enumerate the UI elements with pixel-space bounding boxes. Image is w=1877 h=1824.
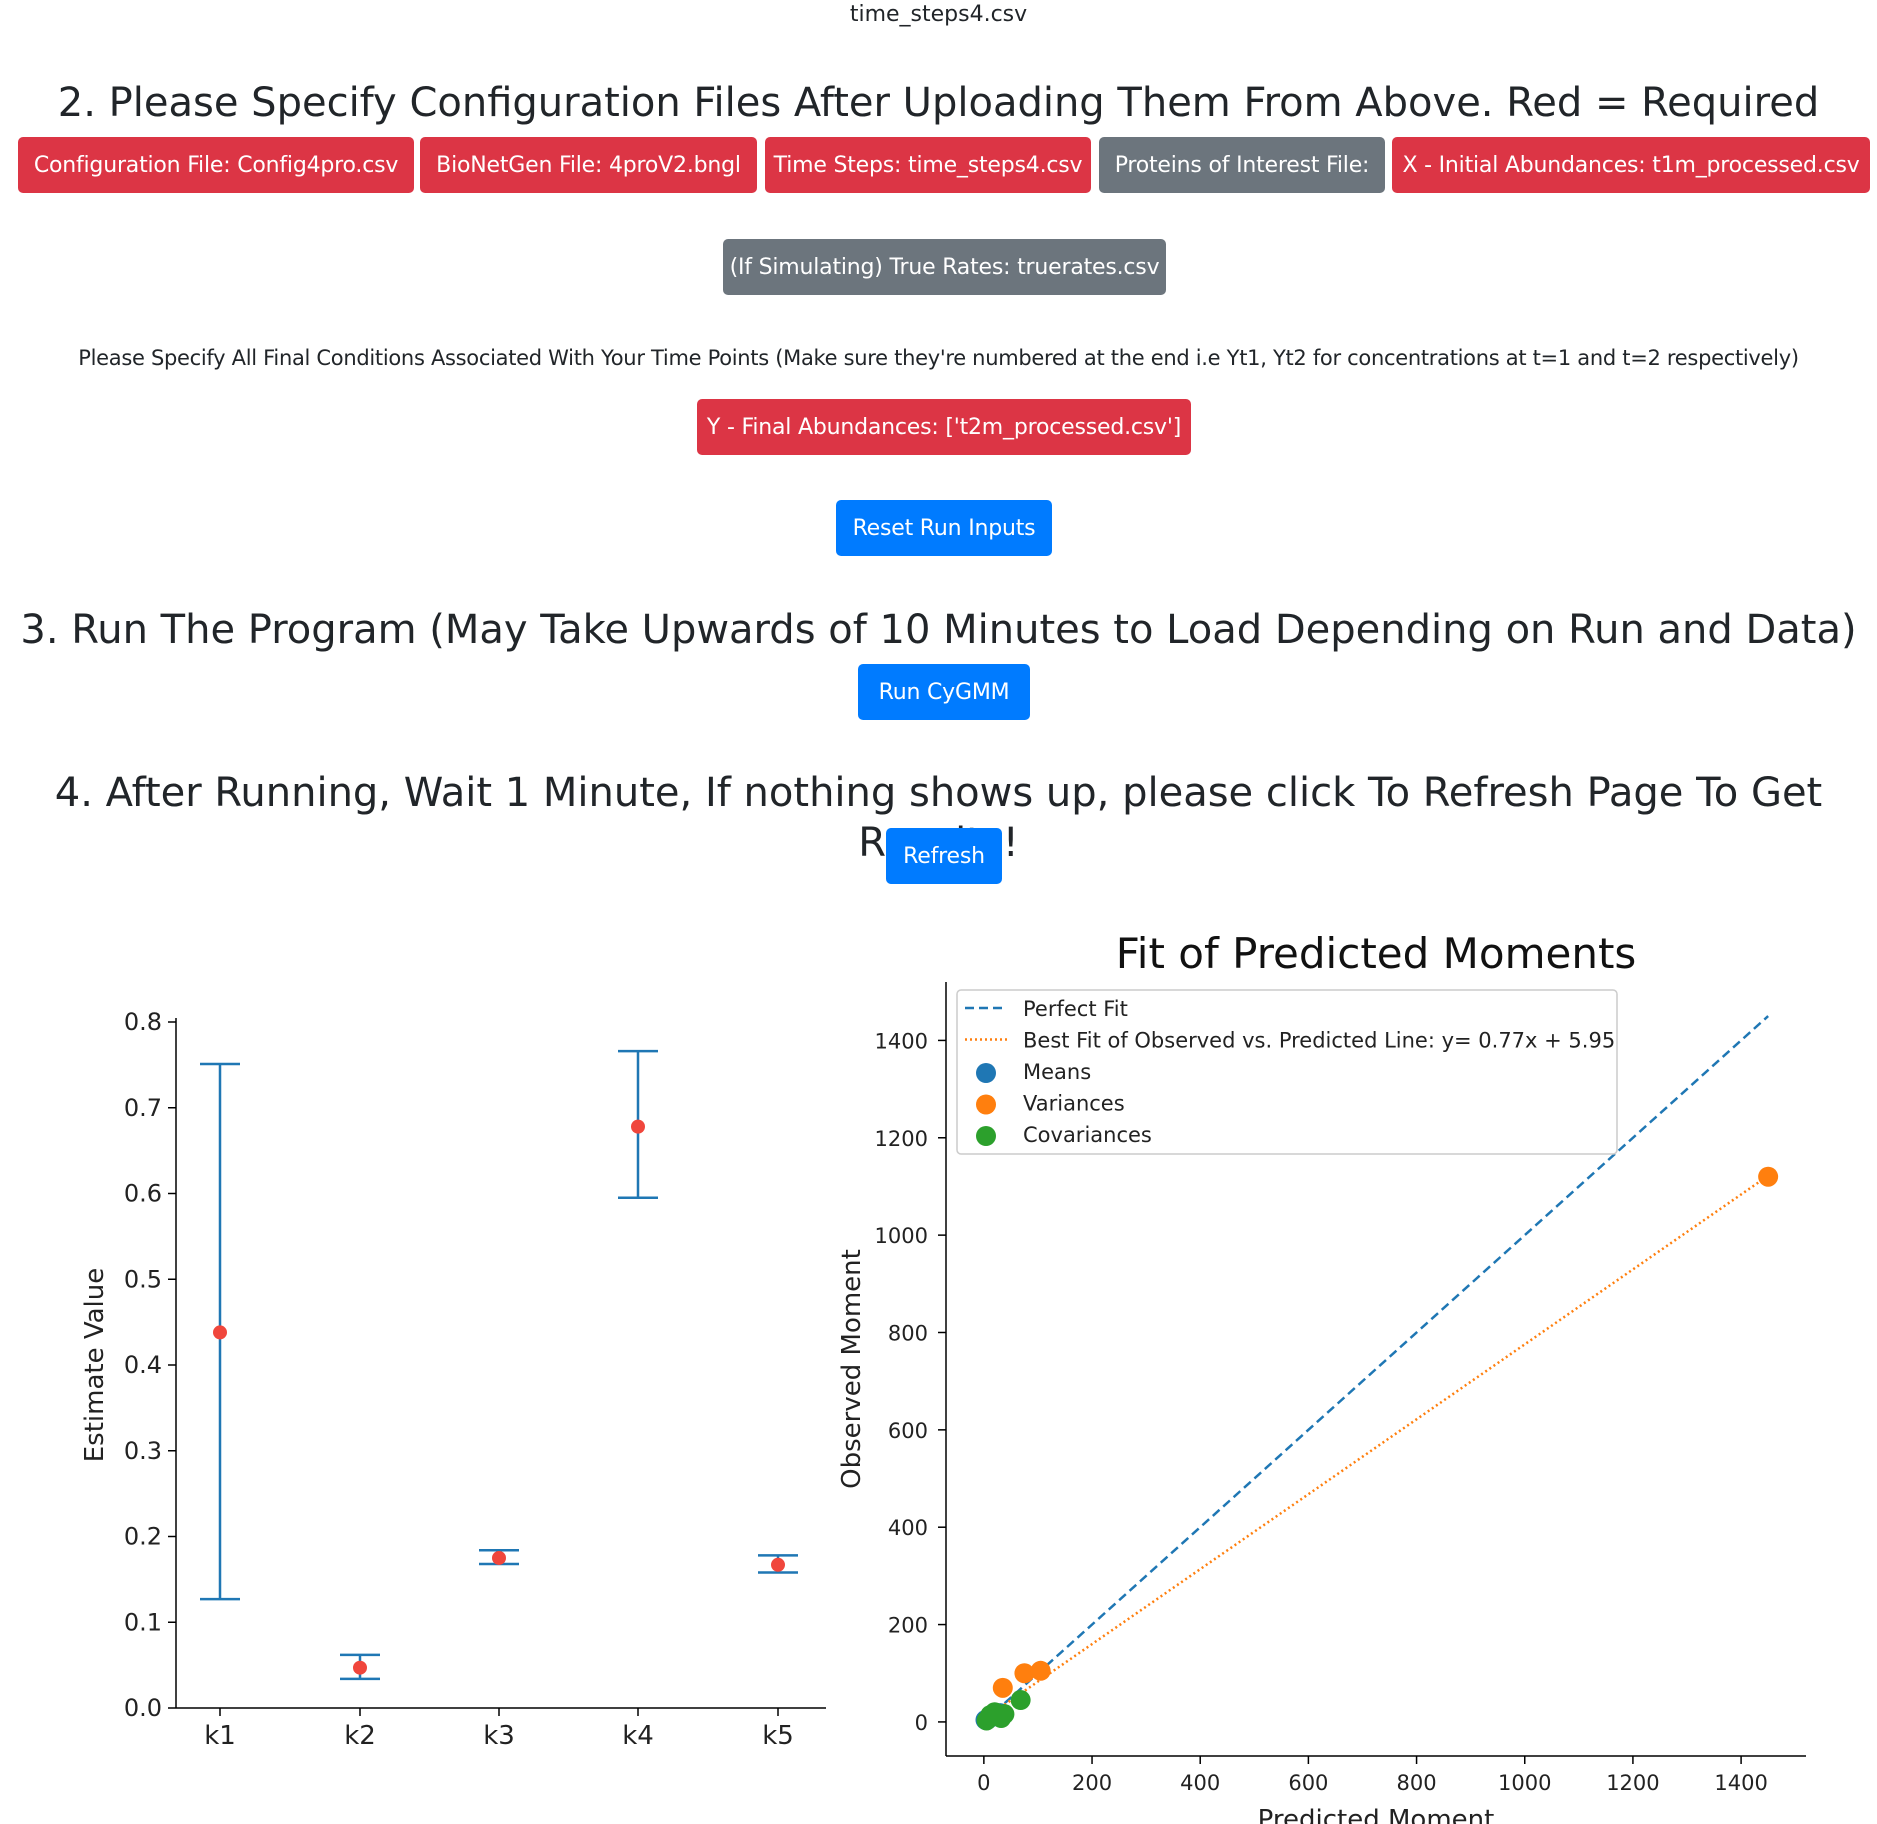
section3-heading: 3. Run The Program (May Take Upwards of …	[20, 607, 1857, 653]
x-tick-label: k2	[344, 1721, 376, 1751]
best-fit-line	[983, 1174, 1769, 1721]
x-tick-label: 200	[1072, 1771, 1112, 1795]
variances-point	[992, 1677, 1013, 1698]
y-tick-label: 0.3	[124, 1437, 162, 1465]
y-tick-label: 0.0	[124, 1694, 162, 1722]
y-tick-label: 1000	[875, 1224, 928, 1248]
variances-point	[1030, 1660, 1051, 1681]
x-tick-label: 1000	[1498, 1771, 1551, 1795]
estimate-point	[492, 1550, 506, 1565]
true-rates-button[interactable]: (If Simulating) True Rates: truerates.cs…	[723, 239, 1166, 295]
reset-run-inputs-button[interactable]: Reset Run Inputs	[836, 500, 1052, 556]
file-name-label: time_steps4.csv	[849, 2, 1028, 27]
y-tick-label: 0.4	[124, 1351, 162, 1379]
final-conditions-note: Please Specify All Final Conditions Asso…	[78, 346, 1799, 370]
proteins-of-interest-button[interactable]: Proteins of Interest File:	[1099, 137, 1385, 193]
x-axis-label: Predicted Moment	[1258, 1805, 1495, 1824]
legend-box	[956, 989, 1618, 1155]
y-tick-label: 800	[888, 1321, 928, 1345]
legend-entry: Means	[1023, 1060, 1091, 1084]
x-tick-label: 600	[1288, 1771, 1328, 1795]
x-tick-label: k3	[483, 1721, 515, 1751]
x-tick-label: k4	[622, 1721, 654, 1751]
legend-dot-swatch	[976, 1126, 996, 1146]
y-tick-label: 0.1	[124, 1608, 162, 1636]
legend-entry: Covariances	[1023, 1123, 1152, 1147]
x-tick-label: 1200	[1606, 1771, 1659, 1795]
bionetgen-file-button[interactable]: BioNetGen File: 4proV2.bngl	[420, 137, 757, 193]
estimate-point	[631, 1119, 645, 1134]
estimate-point	[353, 1660, 367, 1675]
x-tick-label: k1	[204, 1721, 236, 1751]
refresh-button[interactable]: Refresh	[886, 828, 1002, 884]
y-tick-label: 0.5	[124, 1265, 162, 1293]
y-tick-label: 0	[915, 1711, 928, 1735]
perfect-fit-line	[983, 1015, 1769, 1723]
variances-point	[1014, 1663, 1035, 1684]
legend-entry: Best Fit of Observed vs. Predicted Line:…	[1023, 1029, 1615, 1053]
y-tick-label: 0.6	[124, 1180, 162, 1208]
time-steps-button[interactable]: Time Steps: time_steps4.csv	[765, 137, 1091, 193]
initial-abundances-button[interactable]: X - Initial Abundances: t1m_processed.cs…	[1392, 137, 1870, 193]
run-cygmm-button[interactable]: Run CyGMM	[858, 664, 1030, 720]
legend-dot-swatch	[976, 1094, 996, 1115]
y-tick-label: 400	[888, 1516, 928, 1540]
x-tick-label: 0	[977, 1771, 990, 1795]
x-tick-label: k5	[762, 1721, 794, 1751]
legend-entry: Perfect Fit	[1023, 997, 1128, 1021]
covariances-point	[994, 1704, 1015, 1725]
x-tick-label: 1400	[1714, 1771, 1767, 1795]
y-tick-label: 0.8	[124, 1008, 162, 1036]
y-tick-label: 1400	[875, 1029, 928, 1053]
y-tick-label: 200	[888, 1614, 928, 1638]
y-tick-label: 0.2	[124, 1523, 162, 1551]
estimate-chart: 0.0 0.1 0.2 0.3 0.4 0.5 0.6 0.7 0.8 k1 k2 k3 k4 k5 Est…	[80, 1008, 826, 1751]
estimate-point	[771, 1557, 785, 1572]
estimate-point	[213, 1325, 227, 1340]
config-file-button[interactable]: Configuration File: Config4pro.csv	[18, 137, 414, 193]
y-axis-label: Observed Moment	[837, 1249, 867, 1489]
chart-title: Fit of Predicted Moments	[1116, 929, 1637, 978]
moments-fit-chart: Fit of Predicted Moments 0 200 400 600 800 100…	[837, 929, 1806, 1824]
legend-entry: Variances	[1023, 1092, 1125, 1116]
y-tick-label: 0.7	[124, 1094, 162, 1122]
x-tick-label: 400	[1180, 1771, 1220, 1795]
covariances-point	[1010, 1690, 1031, 1711]
final-abundances-button[interactable]: Y - Final Abundances: ['t2m_processed.cs…	[697, 399, 1191, 455]
y-axis-label: Estimate Value	[80, 1268, 110, 1463]
variances-point	[1758, 1166, 1779, 1187]
x-tick-label: 800	[1397, 1771, 1437, 1795]
legend-dot-swatch	[976, 1063, 996, 1083]
y-tick-label: 1200	[875, 1127, 928, 1151]
y-tick-label: 600	[888, 1419, 928, 1443]
section2-heading: 2. Please Specify Configuration Files Af…	[57, 80, 1820, 126]
